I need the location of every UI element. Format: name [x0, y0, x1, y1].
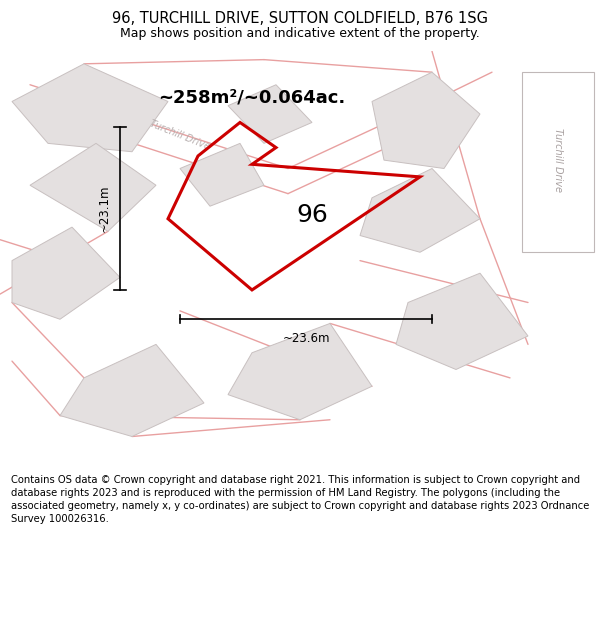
Polygon shape	[180, 143, 264, 206]
Polygon shape	[228, 324, 372, 420]
Polygon shape	[30, 143, 156, 231]
Polygon shape	[12, 64, 168, 152]
Text: Contains OS data © Crown copyright and database right 2021. This information is : Contains OS data © Crown copyright and d…	[11, 474, 589, 524]
Text: ~23.1m: ~23.1m	[98, 184, 111, 232]
Text: Turchill Drive: Turchill Drive	[553, 128, 563, 192]
Polygon shape	[396, 273, 528, 369]
Text: Map shows position and indicative extent of the property.: Map shows position and indicative extent…	[120, 27, 480, 40]
Text: Turchill Drive: Turchill Drive	[148, 118, 212, 152]
Text: ~23.6m: ~23.6m	[282, 332, 330, 345]
Polygon shape	[372, 72, 480, 169]
Polygon shape	[228, 85, 312, 143]
Text: 96: 96	[296, 202, 328, 226]
Polygon shape	[12, 227, 120, 319]
Polygon shape	[60, 344, 204, 436]
Text: 96, TURCHILL DRIVE, SUTTON COLDFIELD, B76 1SG: 96, TURCHILL DRIVE, SUTTON COLDFIELD, B7…	[112, 11, 488, 26]
Polygon shape	[522, 72, 594, 253]
Polygon shape	[360, 169, 480, 252]
Text: ~258m²/~0.064ac.: ~258m²/~0.064ac.	[158, 88, 346, 106]
